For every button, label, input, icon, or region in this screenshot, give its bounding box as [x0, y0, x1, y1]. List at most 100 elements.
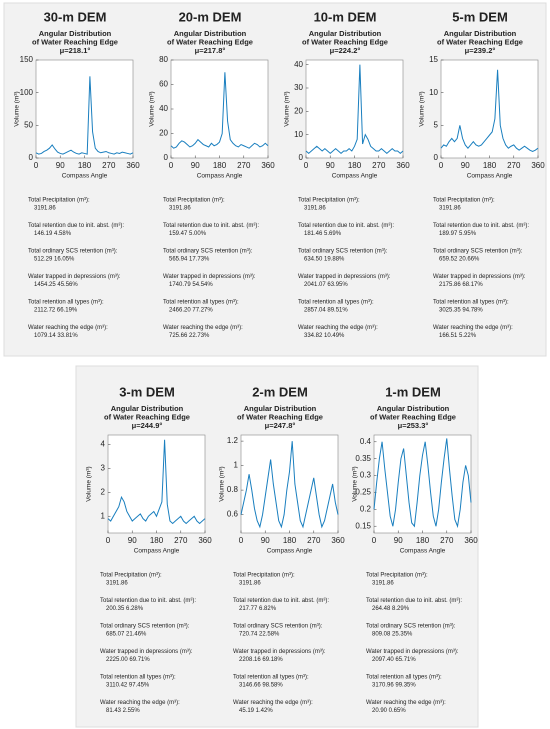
x-tick-label: 360 [198, 536, 212, 545]
chart-subtitle: μ=253.3° [398, 421, 429, 430]
x-tick-label: 0 [304, 161, 309, 170]
panel-title: 10-m DEM [314, 9, 377, 24]
plot-area [35, 59, 134, 159]
stat-value: 2857.04 89.51% [304, 308, 348, 314]
y-tick-label: 0 [434, 153, 439, 162]
y-tick-label: 60 [159, 80, 168, 89]
y-tick-label: 0.35 [355, 454, 371, 463]
stat-label: Total retention due to init. abst. (m³): [366, 598, 462, 604]
stat-label: Water reaching the edge (m³): [298, 325, 378, 331]
stat-label: Water trapped in depressions (m³): [433, 274, 526, 280]
stat-label: Total Precipitation (m³): [233, 573, 295, 579]
y-tick-label: 30 [294, 83, 303, 92]
y-axis-label: Volume (m³) [284, 91, 291, 126]
stat-value: 3110.42 97.45% [106, 683, 150, 689]
stat-label: Total retention all types (m³): [433, 300, 509, 306]
y-tick-label: 20 [159, 129, 168, 138]
stat-label: Water trapped in depressions (m³): [233, 649, 326, 655]
y-tick-label: 4 [101, 440, 106, 449]
y-tick-label: 150 [20, 55, 34, 64]
stat-value: 3146.66 98.58% [239, 683, 283, 689]
stat-value: 81.43 2.55% [106, 708, 140, 714]
stat-label: Total retention all types (m³): [298, 300, 374, 306]
y-tick-label: 1 [101, 511, 106, 520]
stat-value: 166.51 5.22% [439, 333, 477, 339]
data-line [440, 69, 539, 153]
stat-label: Total retention due to init. abst. (m³): [163, 223, 259, 229]
stat-label: Water trapped in depressions (m³): [298, 274, 391, 280]
chart-title: of Water Reaching Edge [437, 37, 523, 46]
stat-label: Total retention all types (m³): [100, 675, 176, 681]
stat-value: 45.19 1.42% [239, 708, 273, 714]
stat-value: 809.08 25.35% [372, 632, 413, 638]
y-tick-label: 0.6 [227, 510, 239, 519]
y-tick-label: 0.3 [360, 471, 372, 480]
stat-value: 2112.72 66.19% [34, 308, 78, 314]
chart-subtitle: μ=239.2° [465, 46, 496, 55]
y-axis-label: Volume (m³) [419, 91, 426, 126]
stat-value: 20.90 0.65% [372, 708, 406, 714]
stat-label: Water reaching the edge (m³): [163, 325, 243, 331]
x-tick-label: 360 [331, 536, 345, 545]
stat-label: Water reaching the edge (m³): [100, 700, 180, 706]
stat-value: 334.82 10.49% [304, 333, 345, 339]
chart-title: Angular Distribution [111, 404, 184, 413]
chart-title: Angular Distribution [39, 29, 112, 38]
chart-subtitle: μ=217.8° [195, 46, 226, 55]
bottom-panel-background [75, 365, 479, 728]
stat-value: 512.29 16.05% [34, 257, 75, 263]
x-tick-label: 270 [440, 536, 454, 545]
data-line [35, 76, 134, 155]
stat-value: 1454.25 45.56% [34, 282, 78, 288]
data-line [170, 72, 269, 149]
stat-label: Total retention all types (m³): [28, 300, 104, 306]
data-line [107, 439, 206, 525]
x-tick-label: 180 [283, 536, 297, 545]
x-axis-label: Compass Angle [267, 548, 313, 555]
stat-value: 565.94 17.73% [169, 257, 210, 263]
stat-label: Water reaching the edge (m³): [433, 325, 513, 331]
y-axis-label: Volume (m³) [14, 91, 21, 126]
y-tick-label: 50 [24, 120, 33, 129]
stat-label: Total Precipitation (m³): [163, 198, 225, 204]
y-tick-label: 0.4 [360, 437, 372, 446]
x-tick-label: 90 [191, 161, 200, 170]
x-tick-label: 270 [372, 161, 386, 170]
stat-label: Total Precipitation (m³): [100, 573, 162, 579]
stat-label: Total retention due to init. abst. (m³): [100, 598, 196, 604]
stat-value: 2208.16 69.18% [239, 657, 283, 663]
stat-value: 2225.00 69.71% [106, 657, 150, 663]
panel-title: 20-m DEM [179, 9, 242, 24]
stat-label: Water reaching the edge (m³): [233, 700, 313, 706]
x-tick-label: 180 [483, 161, 497, 170]
x-tick-label: 270 [102, 161, 116, 170]
y-tick-label: 1 [234, 461, 239, 470]
stat-label: Water trapped in depressions (m³): [163, 274, 256, 280]
stat-label: Total ordinary SCS retention (m³): [366, 624, 456, 630]
stat-value: 659.52 20.66% [439, 257, 480, 263]
x-axis-label: Compass Angle [467, 173, 513, 180]
chart-title: Angular Distribution [174, 29, 247, 38]
stat-label: Total retention due to init. abst. (m³): [298, 223, 394, 229]
x-tick-label: 0 [439, 161, 444, 170]
y-tick-label: 0.15 [355, 521, 371, 530]
stat-label: Total ordinary SCS retention (m³): [28, 249, 118, 255]
y-tick-label: 0.25 [355, 488, 371, 497]
x-tick-label: 270 [237, 161, 251, 170]
y-axis-label: Volume (m³) [352, 466, 359, 501]
chart-title: Angular Distribution [244, 404, 317, 413]
stat-value: 3191.86 [372, 581, 394, 587]
stat-value: 3025.35 94.78% [439, 308, 483, 314]
x-tick-label: 90 [128, 536, 137, 545]
stat-label: Total ordinary SCS retention (m³): [433, 249, 523, 255]
stat-value: 3191.86 [439, 206, 461, 212]
y-tick-label: 15 [429, 55, 438, 64]
stat-label: Water trapped in depressions (m³): [100, 649, 193, 655]
stat-value: 3191.86 [169, 206, 191, 212]
y-axis-label: Volume (m³) [149, 91, 156, 126]
y-tick-label: 0.8 [227, 485, 239, 494]
panel-title: 5-m DEM [452, 9, 508, 24]
data-line [240, 441, 339, 529]
stat-label: Total ordinary SCS retention (m³): [100, 624, 190, 630]
stat-label: Total retention due to init. abst. (m³): [433, 223, 529, 229]
